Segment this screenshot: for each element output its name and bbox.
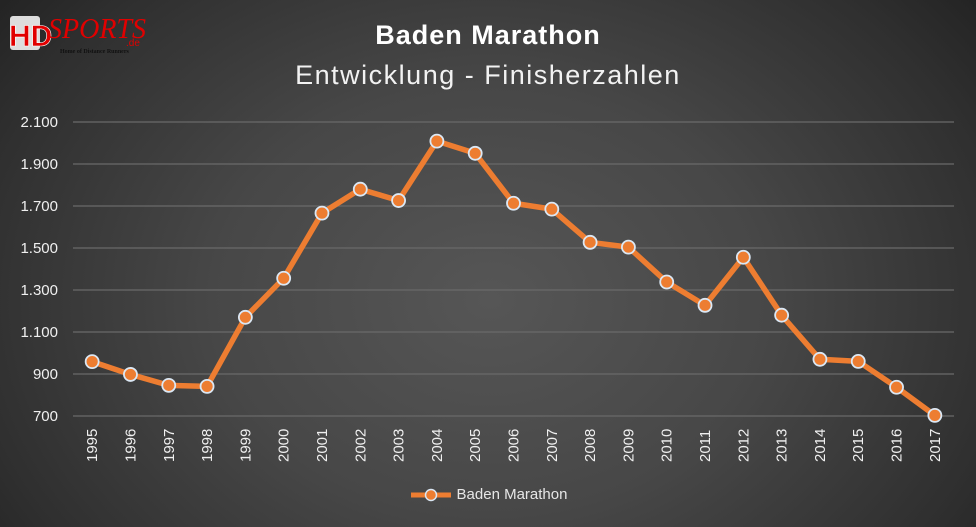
y-tick-label: 2.100 bbox=[20, 114, 58, 131]
data-point bbox=[774, 307, 790, 323]
y-tick-label: 1.900 bbox=[20, 156, 58, 173]
x-tick-label: 2000 bbox=[276, 429, 293, 462]
data-point bbox=[582, 234, 598, 250]
legend-label: Baden Marathon bbox=[456, 486, 568, 503]
x-tick-label: 2012 bbox=[735, 429, 752, 462]
x-tick-label: 2014 bbox=[812, 429, 829, 462]
y-tick-label: 1.100 bbox=[20, 324, 58, 341]
data-point bbox=[161, 377, 177, 393]
x-tick-label: 1995 bbox=[84, 429, 101, 462]
svg-text:SPORTS: SPORTS bbox=[48, 14, 146, 45]
x-tick-label: 2003 bbox=[391, 429, 408, 462]
data-point bbox=[506, 195, 521, 211]
x-tick-label: 2007 bbox=[544, 429, 561, 462]
chart-subtitle: Entwicklung - Finisherzahlen bbox=[295, 60, 681, 90]
data-point bbox=[84, 354, 100, 370]
svg-text:HD: HD bbox=[9, 20, 52, 53]
data-point bbox=[391, 193, 406, 208]
x-tick-label: 1999 bbox=[237, 429, 254, 462]
x-tick-label: 1997 bbox=[161, 429, 178, 462]
data-point bbox=[850, 353, 866, 369]
x-tick-label: 2015 bbox=[850, 429, 867, 462]
chart-title: Baden Marathon bbox=[375, 20, 601, 50]
x-tick-label: 2001 bbox=[314, 429, 331, 462]
data-point bbox=[352, 181, 368, 197]
x-tick-label: 2010 bbox=[659, 429, 676, 462]
legend: Baden Marathon bbox=[0, 486, 976, 503]
data-point bbox=[697, 297, 713, 313]
y-tick-label: 900 bbox=[33, 366, 58, 383]
x-tick-label: 2009 bbox=[620, 429, 637, 462]
data-point bbox=[199, 378, 215, 394]
x-tick-label: 2006 bbox=[506, 429, 523, 462]
hdsports-logo: HD SPORTS .de Home of Distance Runners bbox=[9, 14, 146, 55]
data-point bbox=[544, 201, 560, 217]
data-point bbox=[659, 274, 675, 290]
data-point bbox=[812, 351, 828, 367]
x-tick-label: 2011 bbox=[697, 430, 714, 462]
data-point bbox=[735, 249, 751, 265]
y-tick-label: 1.500 bbox=[20, 240, 58, 257]
x-tick-label: 2017 bbox=[927, 429, 944, 462]
x-tick-label: 1996 bbox=[122, 429, 139, 462]
data-point bbox=[429, 133, 445, 149]
x-tick-label: 2013 bbox=[774, 429, 791, 462]
x-tick-label: 2002 bbox=[352, 429, 369, 462]
data-point bbox=[927, 407, 943, 423]
x-tick-label: 2016 bbox=[889, 429, 906, 462]
svg-text:.de: .de bbox=[126, 38, 140, 49]
data-point bbox=[621, 239, 636, 255]
data-point bbox=[276, 270, 292, 286]
svg-text:Home of Distance Runners: Home of Distance Runners bbox=[60, 49, 129, 55]
data-point bbox=[467, 145, 483, 161]
legend-marker-icon bbox=[410, 488, 451, 501]
x-tick-label: 2008 bbox=[582, 429, 599, 462]
x-tick-label: 1998 bbox=[199, 429, 216, 462]
data-point bbox=[889, 379, 904, 395]
y-tick-label: 700 bbox=[33, 408, 58, 425]
data-point bbox=[123, 367, 138, 382]
y-tick-label: 1.700 bbox=[20, 198, 58, 215]
x-tick-label: 2004 bbox=[429, 429, 446, 462]
x-tick-label: 2005 bbox=[467, 429, 484, 462]
y-tick-label: 1.300 bbox=[20, 282, 58, 299]
data-point bbox=[237, 309, 253, 325]
data-point bbox=[314, 205, 330, 221]
